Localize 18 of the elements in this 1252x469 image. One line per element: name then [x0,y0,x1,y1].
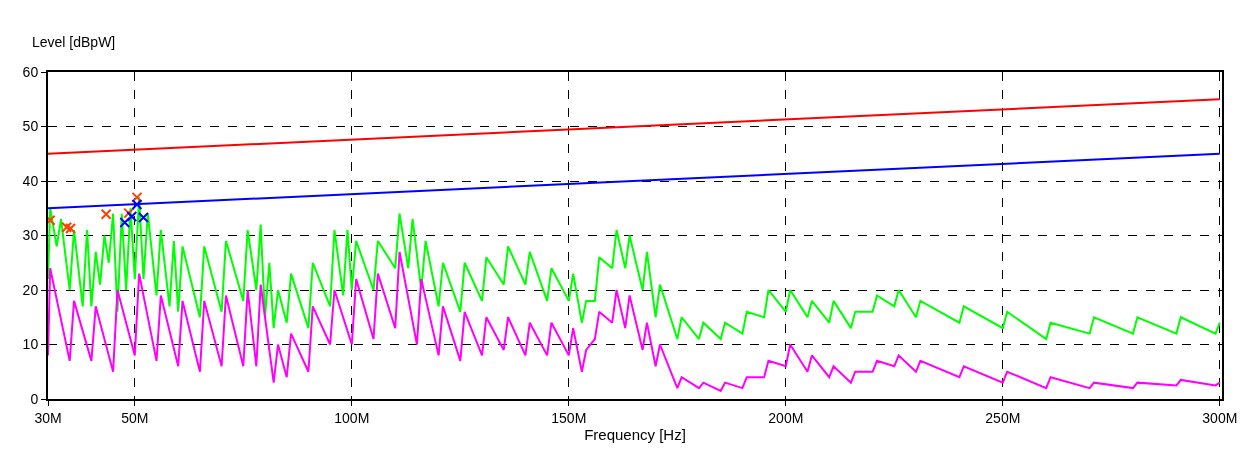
x-tick-label: 300M [1202,409,1238,426]
line-series [48,250,1221,392]
x-tick-label: 30M [34,409,62,426]
line-series [48,196,1221,341]
y-tick-label: 0 [30,390,39,407]
x-tick-label: 100M [334,409,370,426]
y-tick-label: 10 [22,336,39,353]
x-tick-label: 250M [985,409,1021,426]
x-tick-label: 150M [551,409,587,426]
y-tick-label: 30 [22,227,39,244]
y-tick-label: 20 [22,281,39,298]
y-axis-title: Level [dBpW] [32,34,116,50]
y-tick-label: 60 [22,63,39,80]
x-tick-label: 200M [768,409,804,426]
x-tick-label: 50M [121,409,149,426]
y-tick-label: 40 [22,172,39,189]
x-axis-title: Frequency [Hz] [584,425,686,443]
y-tick-label: 50 [22,118,39,135]
